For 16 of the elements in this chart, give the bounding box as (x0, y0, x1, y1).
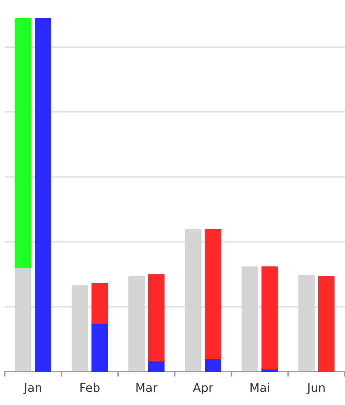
bar (148, 360, 165, 372)
bar (262, 266, 278, 370)
bar (318, 276, 335, 372)
x-tick-label: Apr (193, 383, 214, 395)
x-tick-label: Mar (136, 383, 158, 392)
x-tick-label: Jan (24, 383, 42, 394)
bar (15, 18, 32, 268)
bar (148, 274, 165, 362)
bar (35, 18, 52, 372)
bar (92, 323, 108, 372)
bar (92, 284, 108, 325)
x-tick-label: Feb (80, 383, 100, 392)
x-tick-label: Jun (306, 383, 325, 394)
bar (205, 358, 222, 372)
x-tick-label: Mai (250, 383, 270, 392)
bar (205, 230, 222, 360)
